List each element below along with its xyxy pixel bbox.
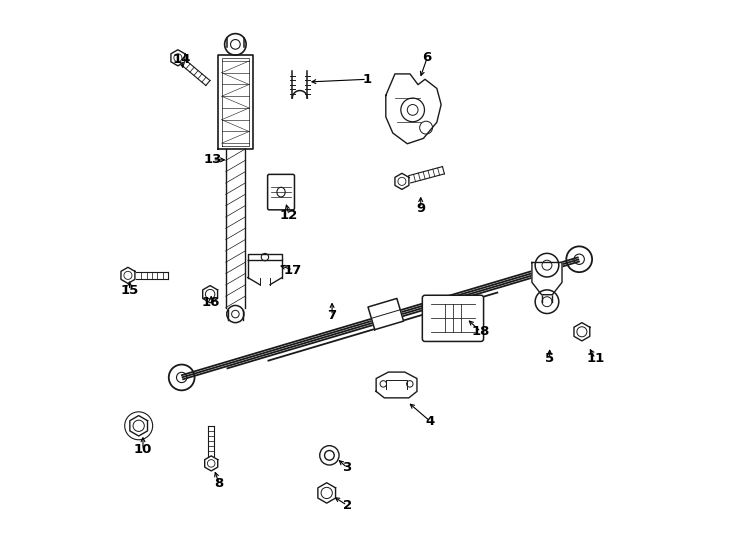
Polygon shape <box>203 286 217 303</box>
Text: 13: 13 <box>203 153 222 166</box>
Polygon shape <box>248 254 282 260</box>
Polygon shape <box>171 50 185 66</box>
Polygon shape <box>386 74 441 144</box>
Polygon shape <box>226 149 245 308</box>
Text: 7: 7 <box>327 309 337 322</box>
Text: 12: 12 <box>280 208 298 222</box>
Polygon shape <box>318 483 335 503</box>
Polygon shape <box>205 456 218 471</box>
Polygon shape <box>218 55 252 149</box>
Text: 6: 6 <box>423 51 432 64</box>
Polygon shape <box>368 299 404 329</box>
Text: 8: 8 <box>214 477 224 490</box>
Polygon shape <box>532 262 562 295</box>
FancyBboxPatch shape <box>268 174 294 210</box>
Text: 3: 3 <box>343 461 352 474</box>
Text: 9: 9 <box>416 202 425 215</box>
Text: 16: 16 <box>202 296 220 309</box>
Text: 14: 14 <box>172 53 191 66</box>
Polygon shape <box>130 416 148 436</box>
Text: 15: 15 <box>120 284 139 297</box>
Polygon shape <box>376 372 417 398</box>
FancyBboxPatch shape <box>422 295 484 341</box>
Text: 4: 4 <box>426 415 435 428</box>
Text: 17: 17 <box>284 264 302 276</box>
Text: 2: 2 <box>343 499 352 512</box>
Text: 10: 10 <box>134 443 152 456</box>
Polygon shape <box>574 322 590 341</box>
Text: 18: 18 <box>472 325 490 338</box>
Text: 1: 1 <box>363 73 371 86</box>
Polygon shape <box>121 267 135 284</box>
Polygon shape <box>395 173 409 190</box>
Text: 11: 11 <box>586 352 604 365</box>
Text: 5: 5 <box>545 352 554 365</box>
